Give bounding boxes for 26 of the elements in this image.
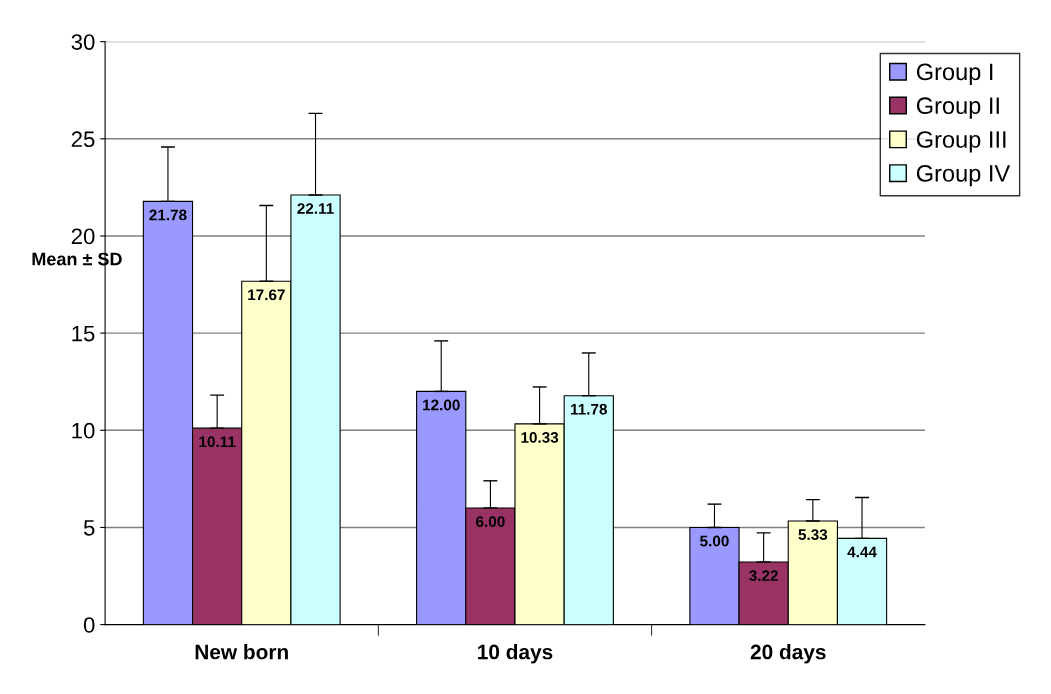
x-tick-label: New born: [195, 644, 288, 660]
legend-label: Group I: [916, 63, 993, 85]
legend-label: Group III: [916, 131, 1006, 153]
data-label: 11.78: [571, 403, 607, 415]
data-label: 4.44: [847, 546, 877, 558]
data-label: 5.00: [700, 535, 729, 547]
data-label: 5.33: [798, 529, 828, 541]
x-tick-label: 10 days: [478, 644, 553, 664]
x-tick-label: 20 days: [750, 644, 826, 664]
data-label: 22.11: [297, 203, 334, 214]
data-label: 12.00: [423, 399, 460, 411]
y-tick-label: 15: [72, 325, 95, 342]
data-label: 10.33: [521, 432, 559, 443]
y-tick-label: 25: [71, 131, 95, 148]
legend-label: Group IV: [916, 164, 1011, 187]
data-label: 6.00: [476, 516, 505, 527]
y-tick-label: 30: [71, 34, 95, 50]
data-label: 21.78: [149, 209, 187, 221]
data-label: 3.22: [749, 570, 778, 582]
y-tick-label: 5: [83, 520, 95, 536]
y-tick-label: 10: [72, 422, 95, 439]
y-tick-label: 0: [83, 617, 95, 633]
y-tick-label: 20: [71, 228, 95, 245]
data-label: 17.67: [248, 289, 285, 301]
data-label: 10.11: [199, 436, 236, 448]
legend-label: Group II: [916, 97, 999, 119]
